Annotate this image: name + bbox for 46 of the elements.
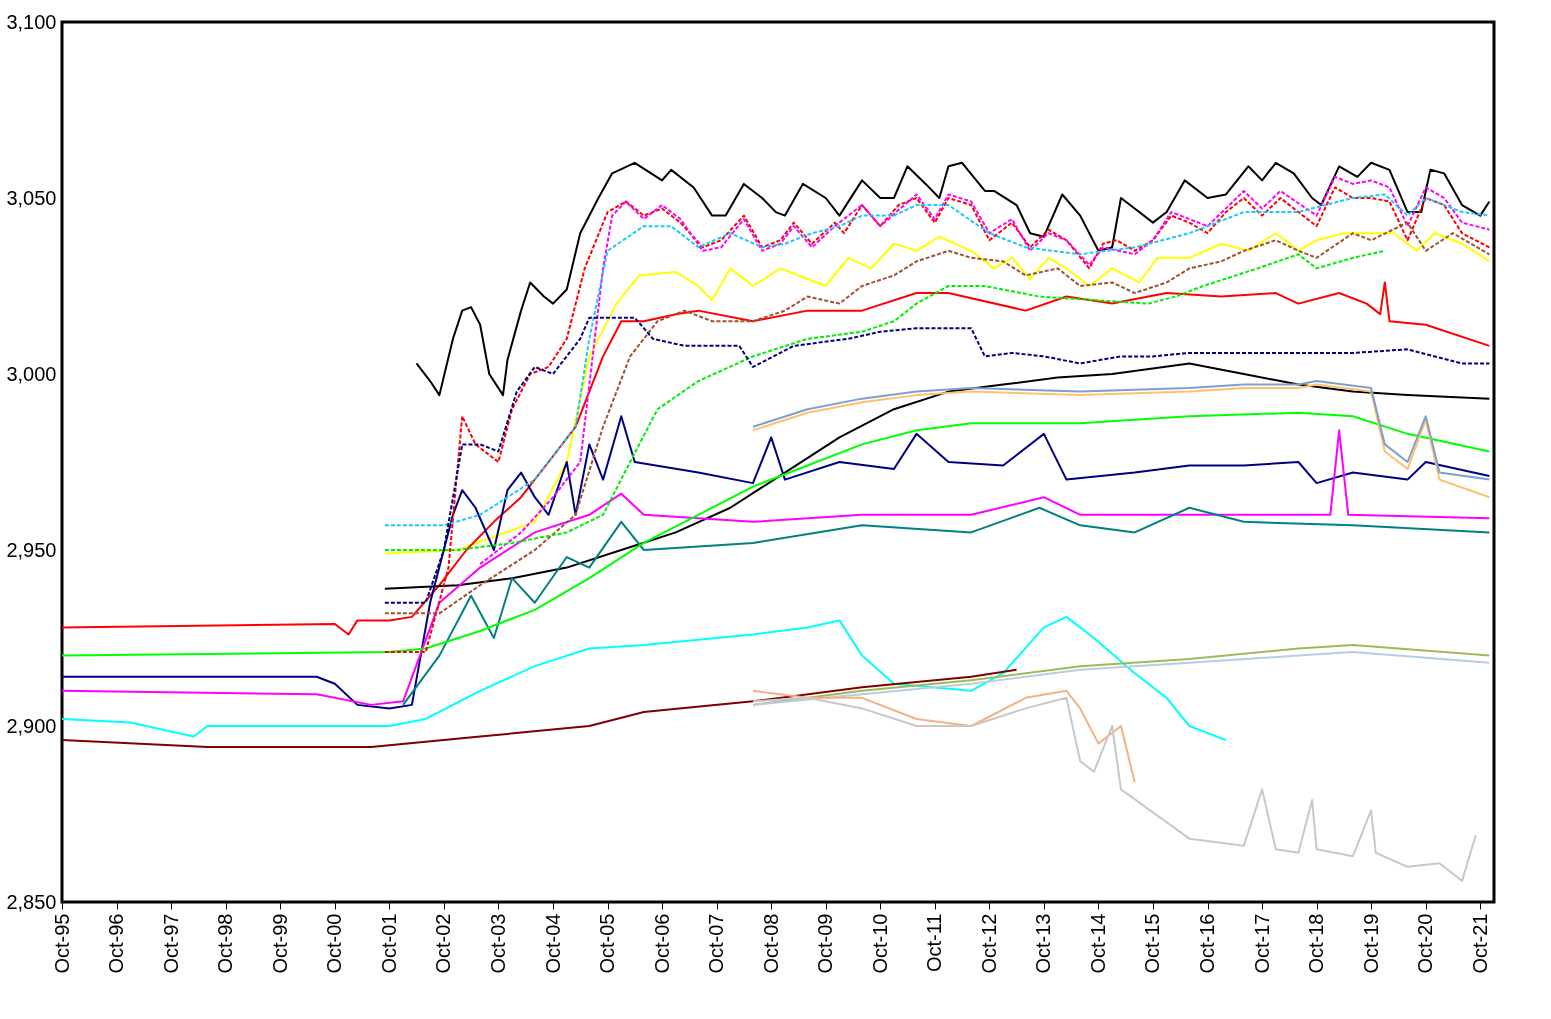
line-series (415, 161, 1491, 397)
x-tick-label: Oct-95 (50, 913, 73, 974)
x-tick-label: Oct-13 (1032, 913, 1055, 974)
line-series (383, 362, 1491, 590)
x-tick-label: Oct-03 (486, 913, 509, 974)
x-tick-label: Oct-14 (1086, 913, 1109, 974)
line-series (751, 689, 1136, 784)
x-tick-label: Oct-01 (377, 913, 400, 974)
x-tick-label: Oct-19 (1359, 913, 1382, 974)
x-tick-label: Oct-16 (1196, 913, 1219, 974)
x-tick-label: Oct-20 (1414, 913, 1437, 974)
y-tick-label: 2,900 (6, 714, 57, 737)
line-series (62, 615, 1227, 742)
line-series (383, 232, 1491, 555)
y-tick-label: 2,850 (6, 890, 57, 913)
y-tick-label: 3,050 (6, 186, 57, 209)
line-series (383, 221, 1491, 615)
line-series (751, 383, 1491, 499)
line-series (402, 506, 1491, 706)
x-tick-label: Oct-10 (868, 913, 891, 974)
x-tick-label: Oct-08 (759, 913, 782, 974)
x-tick-label: Oct-96 (105, 913, 128, 974)
line-series (62, 411, 1491, 657)
x-tick-label: Oct-04 (541, 913, 564, 974)
x-tick-label: Oct-11 (923, 913, 946, 973)
x-tick-label: Oct-18 (1305, 913, 1328, 974)
line-series (751, 696, 1477, 882)
x-tick-label: Oct-17 (1250, 913, 1273, 974)
x-tick-label: Oct-99 (268, 913, 291, 974)
x-tick-label: Oct-21 (1468, 913, 1491, 974)
y-tick-label: 3,100 (6, 10, 57, 33)
x-tick-label: Oct-15 (1141, 913, 1164, 974)
y-tick-label: 3,000 (6, 362, 57, 385)
line-series (62, 668, 1018, 749)
x-tick-label: Oct-06 (650, 913, 673, 974)
x-tick-label: Oct-02 (432, 913, 455, 974)
y-tick-label: 2,950 (6, 538, 57, 561)
x-tick-label: Oct-05 (596, 913, 619, 974)
x-tick-label: Oct-00 (323, 913, 346, 974)
x-tick-label: Oct-12 (977, 913, 1000, 974)
x-tick-label: Oct-97 (159, 913, 182, 974)
line-series (383, 249, 1386, 551)
x-tick-label: Oct-98 (214, 913, 237, 974)
x-tick-label: Oct-09 (814, 913, 837, 974)
line-series (751, 380, 1491, 481)
x-tick-label: Oct-07 (705, 913, 728, 974)
